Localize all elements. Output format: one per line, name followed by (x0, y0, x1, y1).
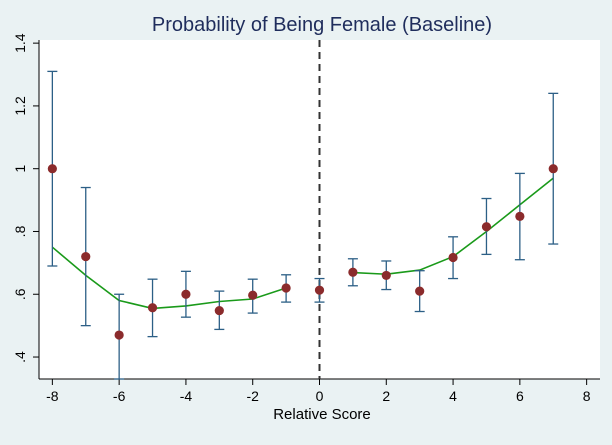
y-tick-label: .4 (12, 351, 28, 363)
y-tick-label: 1.2 (12, 96, 28, 116)
y-tick-label: 1.4 (12, 33, 28, 53)
x-axis-ticks: -8 -6 -4 -2 0 2 4 6 8 (46, 379, 591, 404)
y-tick-label: .6 (12, 288, 28, 300)
data-point (415, 286, 425, 296)
y-axis-ticks: .4 .6 .8 1 1.2 1.4 (12, 33, 39, 363)
chart-title: Probability of Being Female (Baseline) (152, 14, 492, 36)
x-tick-label: 0 (316, 388, 324, 404)
data-point (47, 164, 57, 174)
x-axis-title: Relative Score (273, 406, 371, 423)
data-point (248, 290, 258, 300)
data-point (281, 283, 291, 293)
x-tick-label: -2 (246, 388, 259, 404)
data-point (515, 211, 525, 222)
fit-line-left (51, 246, 287, 310)
x-tick-label: 8 (583, 388, 591, 404)
data-point (381, 270, 391, 281)
data-point (548, 164, 558, 174)
data-point (348, 267, 358, 277)
data-point (147, 303, 158, 313)
y-tick-label: 1 (12, 165, 28, 173)
data-point (314, 285, 325, 295)
data-point (181, 289, 191, 299)
data-point (114, 330, 124, 340)
x-tick-label: 6 (516, 388, 524, 404)
x-tick-label: 2 (382, 388, 390, 404)
x-tick-label: 4 (449, 388, 457, 404)
data-point (448, 252, 458, 263)
x-tick-label: -8 (46, 388, 59, 404)
x-tick-label: -4 (180, 388, 193, 404)
data-point (214, 305, 224, 316)
y-tick-label: .8 (12, 225, 28, 237)
data-point (481, 222, 492, 232)
data-points (47, 164, 558, 340)
x-tick-label: -6 (113, 388, 126, 404)
data-point (81, 251, 91, 262)
